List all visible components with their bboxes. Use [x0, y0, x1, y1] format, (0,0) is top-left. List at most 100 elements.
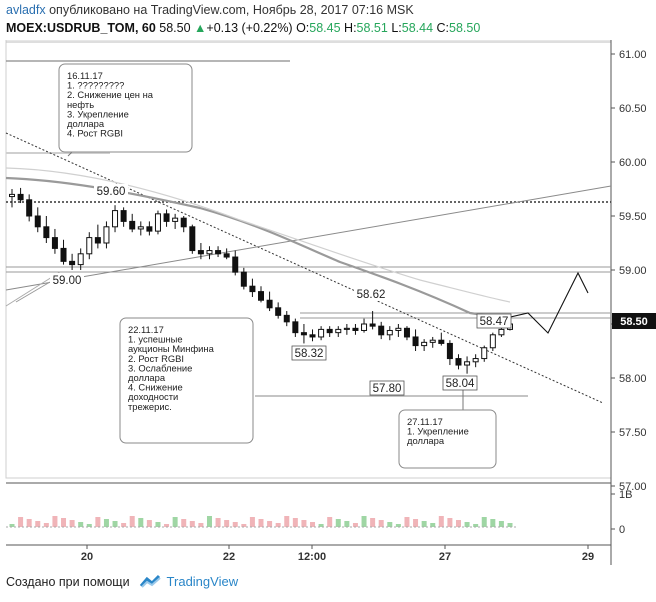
publish-line: avladfx опубликовано на TradingView.com,… [6, 3, 414, 17]
projection-path [505, 271, 589, 334]
candle-body [146, 226, 153, 232]
candle-body [129, 220, 136, 230]
volume-bar [43, 523, 49, 527]
volume-bar [69, 520, 75, 527]
volume-bar [284, 516, 290, 527]
volume-bar [129, 516, 135, 527]
callout-box-16-11[interactable] [58, 63, 193, 153]
close-label: C: [436, 21, 450, 35]
volume-bar [164, 524, 170, 527]
change-up-icon: ▲ [194, 21, 207, 35]
candle-body [154, 213, 161, 232]
volume-bar [61, 518, 67, 527]
candle-body [361, 323, 368, 331]
candle-body [421, 341, 428, 347]
callout-line: 1. Укрепление [407, 426, 469, 437]
close-value: 58.50 [449, 21, 481, 35]
candle-body [249, 285, 256, 293]
candle-body [112, 210, 119, 228]
price-tick-label: 60.50 [619, 103, 647, 115]
time-tick-label: 20 [81, 551, 93, 563]
candle-body [283, 314, 290, 323]
volume-bar [421, 521, 427, 527]
candle-body [215, 250, 222, 255]
candle-body [180, 217, 187, 228]
volume-bar [241, 524, 247, 527]
candle-body [9, 193, 15, 198]
author-name[interactable]: avladfx [6, 3, 46, 17]
created-with-label: Создано при помощи [6, 575, 130, 589]
volume-bar [301, 520, 307, 527]
current-price-tag: 58.50 [620, 316, 648, 328]
candle-body [69, 260, 76, 266]
price-label: 59.00 [53, 275, 82, 287]
volume-bar [86, 524, 92, 527]
candle-body [258, 291, 264, 301]
current-price-tag-bg [612, 313, 656, 329]
volume-bar [95, 517, 101, 527]
candle-body [300, 332, 307, 336]
time-tick-label: 12:00 [298, 551, 326, 563]
volume-bar [206, 516, 212, 527]
candle-body [412, 336, 419, 347]
price-change: +0.13 (+0.22%) [206, 21, 293, 35]
volume-bar [413, 519, 419, 527]
candle-body [326, 328, 333, 334]
candle-body [34, 215, 41, 228]
symbol-name: MOEX:USDRUB_TOM, 60 [6, 21, 156, 35]
candle-body [378, 325, 385, 336]
open-label: O: [296, 21, 310, 35]
tradingview-logo-icon [139, 574, 161, 588]
volume-bar [112, 521, 118, 527]
volume-bar [481, 517, 487, 527]
volume-bar [215, 518, 221, 527]
candle-body [94, 237, 101, 244]
volume-bar [249, 517, 255, 527]
candle-body [343, 327, 350, 330]
symbol-line: MOEX:USDRUB_TOM, 60 58.50 ▲+0.13 (+0.22%… [6, 21, 480, 35]
callout-line: 2. Снижение цен на [67, 89, 154, 100]
candle-body [266, 299, 273, 309]
volume-bar [189, 521, 195, 527]
candle-body [86, 237, 93, 255]
volume-bar [26, 519, 32, 527]
volume-bar [352, 523, 358, 527]
callout-line: 1. ????????? [67, 80, 124, 91]
volume-bar [181, 519, 187, 527]
callout-line: аукционы Минфина [128, 343, 215, 354]
volume-bar [370, 518, 376, 527]
volume-bar [172, 517, 178, 527]
volume-bar [344, 521, 350, 527]
volume-bar [198, 523, 204, 527]
price-label: 58.47 [480, 316, 509, 328]
volume-bar [275, 523, 281, 527]
callout-line: нефть [67, 99, 94, 110]
price-label-box [50, 273, 84, 287]
callout-line: 22.11.17 [128, 324, 164, 335]
price-label: 58.32 [295, 348, 324, 360]
candle-body [464, 361, 471, 366]
tradingview-brand-link[interactable]: TradingView [166, 574, 239, 589]
price-label-box [369, 380, 405, 396]
price-tick-label: 59.00 [619, 265, 647, 277]
volume-bar [498, 521, 504, 527]
volume-bar [258, 519, 264, 527]
volume-bar [361, 516, 367, 527]
candle-body [275, 307, 282, 316]
callout-box-22-11[interactable] [119, 317, 254, 444]
callout-line: 2. Рост RGBI [128, 353, 184, 364]
volume-axis: 1B 0 [611, 489, 632, 536]
callout-line: доллара [67, 118, 105, 129]
price-chart[interactable]: 16.11.171. ?????????2. Снижение цен нане… [0, 40, 656, 570]
ascending-channel-line [5, 185, 612, 291]
callout-line: доходности [128, 391, 178, 402]
footer: Создано при помощи TradingView [6, 574, 238, 589]
volume-bar [292, 518, 298, 527]
callout-line: 3. Ослабление [128, 362, 192, 373]
candle-body [455, 358, 462, 366]
candle-body [446, 342, 453, 360]
candle-body [77, 253, 84, 266]
volume-bar [138, 518, 144, 527]
callout-box-27-11[interactable] [398, 409, 497, 469]
volume-bar [232, 522, 238, 527]
